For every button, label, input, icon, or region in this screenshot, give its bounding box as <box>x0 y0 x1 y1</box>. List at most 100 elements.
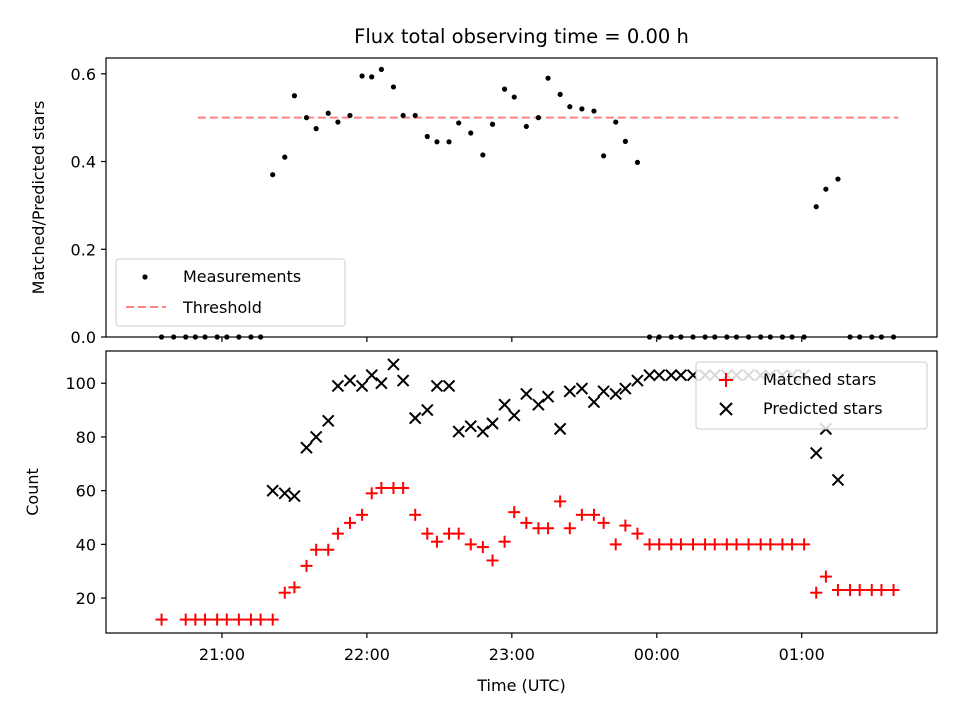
predicted-star-marker <box>810 446 823 460</box>
predicted-star-marker <box>532 398 545 411</box>
matched-star-marker <box>220 613 233 626</box>
matched-star-marker <box>498 535 511 548</box>
predicted-star-marker <box>587 395 601 409</box>
matched-star-marker <box>300 559 313 572</box>
legend-measurements-label: Measurements <box>183 267 301 286</box>
measurement-point <box>501 86 508 92</box>
measurement-point <box>545 75 551 81</box>
matched-star-marker <box>587 508 600 521</box>
matched-star-marker <box>798 538 811 551</box>
measurement-point <box>634 159 641 166</box>
matched-star-marker <box>609 538 622 551</box>
measurement-point <box>400 112 406 119</box>
matched-star-marker <box>810 586 823 599</box>
bottom-panel: 20 40 60 80 100 21:00 22:00 23:00 00:00 01:00 Co… <box>23 350 938 695</box>
predicted-star-marker <box>421 403 434 417</box>
matched-star-marker <box>266 613 279 626</box>
measurement-point <box>579 106 585 112</box>
measurement-point <box>424 133 430 140</box>
predicted-star-marker <box>309 430 323 444</box>
predicted-star-marker <box>266 484 279 497</box>
measurement-point <box>325 110 331 116</box>
predicted-star-marker <box>365 368 378 382</box>
predicted-star-marker <box>643 368 656 382</box>
bottom-axes-frame <box>105 350 938 634</box>
bottom-y-tick-label: 80 <box>76 428 96 447</box>
predicted-star-marker <box>541 390 555 403</box>
bottom-legend: Matched stars Predicted stars <box>695 361 928 430</box>
top-y-ticks: 0.0 0.2 0.4 0.6 <box>71 65 106 347</box>
predicted-star-marker <box>355 379 369 393</box>
bottom-y-tick-label: 60 <box>76 482 96 501</box>
matched-star-marker <box>687 538 700 551</box>
matched-star-marker <box>356 508 369 521</box>
matched-star-marker <box>853 584 866 597</box>
matched-star-marker <box>631 527 644 540</box>
measurement-point <box>303 115 310 121</box>
matched-star-marker <box>199 613 212 626</box>
bottom-x-tick-label: 21:00 <box>199 645 245 664</box>
predicted-star-marker <box>563 385 577 398</box>
matched-star-marker <box>508 506 521 519</box>
bottom-y-axis-label: Count <box>23 468 42 516</box>
measurement-point <box>270 172 276 178</box>
matched-stars-points <box>155 481 900 626</box>
matched-star-marker <box>421 527 434 540</box>
matched-star-marker <box>597 516 610 529</box>
predicted-star-marker <box>343 374 357 387</box>
bottom-legend-box <box>695 361 928 430</box>
matched-star-marker <box>786 538 799 551</box>
matched-star-marker <box>563 522 576 535</box>
predicted-star-marker <box>464 419 477 433</box>
measurement-point <box>446 139 452 145</box>
measurement-point <box>282 154 288 160</box>
matched-star-marker <box>653 538 666 551</box>
matched-star-marker <box>397 481 410 494</box>
measurement-point <box>313 126 319 132</box>
predicted-star-marker <box>278 487 291 500</box>
measurement-point <box>378 66 384 73</box>
legend-threshold-label: Threshold <box>182 298 262 317</box>
legend-predicted-marker <box>719 402 733 416</box>
measurement-point <box>535 115 542 121</box>
matched-star-marker <box>375 481 388 494</box>
bottom-x-tick-label: 23:00 <box>489 645 535 664</box>
predicted-star-marker <box>387 358 400 371</box>
top-legend: Measurements Threshold <box>115 258 346 327</box>
measurement-point <box>412 112 418 119</box>
matched-star-marker <box>819 570 832 583</box>
measurement-point <box>591 108 597 114</box>
matched-star-marker <box>452 527 465 540</box>
matched-star-marker <box>288 581 301 594</box>
top-y-axis-label: Matched/Predicted stars <box>29 101 48 295</box>
bottom-y-tick-label: 40 <box>76 535 96 554</box>
predicted-star-marker <box>674 368 688 382</box>
matched-star-marker <box>254 613 267 626</box>
predicted-star-marker <box>409 411 422 425</box>
matched-star-marker <box>476 541 489 554</box>
predicted-star-marker <box>331 379 345 393</box>
measurement-point <box>813 204 819 210</box>
matched-star-marker <box>155 613 168 626</box>
measurement-point <box>622 138 628 144</box>
top-axes-frame <box>105 57 938 338</box>
measurement-point <box>601 153 607 159</box>
measurement-point <box>359 73 365 79</box>
matched-star-marker <box>674 538 687 551</box>
matched-star-marker <box>619 519 632 532</box>
matched-star-marker <box>575 508 588 521</box>
bottom-x-ticks: 21:00 22:00 23:00 00:00 01:00 <box>199 633 825 664</box>
matched-star-marker <box>331 527 344 540</box>
measurement-point <box>468 130 474 136</box>
top-y-tick-label: 0.6 <box>71 65 96 84</box>
bottom-y-ticks: 20 40 60 80 100 <box>65 374 106 608</box>
measurement-point <box>567 104 573 110</box>
top-legend-box <box>115 258 346 327</box>
bottom-x-tick-label: 00:00 <box>634 645 680 664</box>
measurement-point <box>456 120 462 126</box>
matched-star-marker <box>887 584 900 597</box>
measurement-point <box>511 94 517 100</box>
matched-star-marker <box>730 538 743 551</box>
measurement-point <box>613 119 619 125</box>
